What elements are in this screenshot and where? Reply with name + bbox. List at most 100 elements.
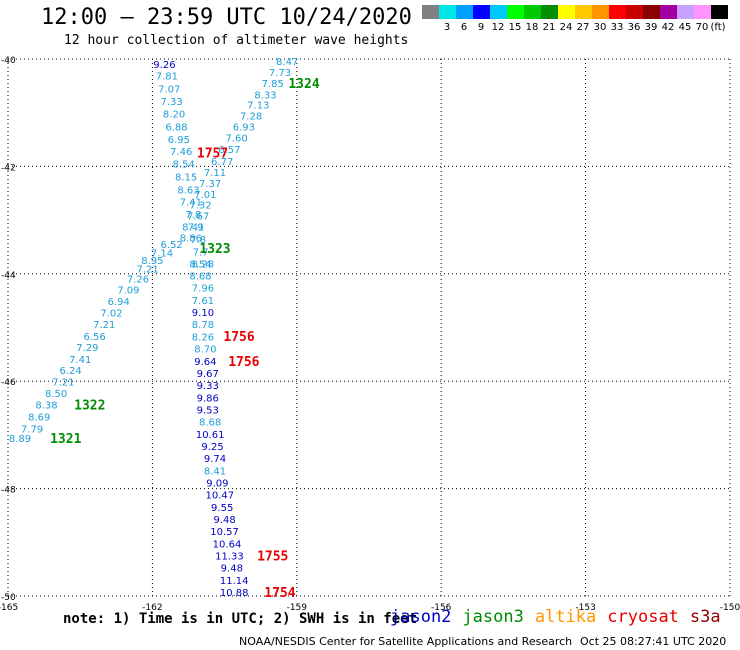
- scale-label: 42: [661, 22, 675, 33]
- wave-height-value: 7.21: [93, 320, 115, 331]
- wave-height-value: 7.29: [76, 343, 98, 354]
- wave-height-value: 9.10: [192, 308, 214, 319]
- scale-label: 36: [627, 22, 641, 33]
- pass-time-label: 1321: [50, 432, 81, 447]
- wave-height-value: 7.02: [100, 308, 122, 319]
- scale-label: 70: [695, 22, 709, 33]
- timestamp: Oct 25 08:27:41 UTC 2020: [580, 635, 727, 648]
- wave-height-value: 7.9: [188, 222, 204, 233]
- wave-height-value: 9.09: [206, 479, 228, 490]
- wave-height-value: 11.14: [220, 576, 249, 587]
- scale-label: 30: [593, 22, 607, 33]
- longitude-label: -162: [142, 603, 162, 613]
- latitude-label: -50: [1, 593, 16, 603]
- scale-swatch: [660, 5, 677, 19]
- scale-swatch: [558, 5, 575, 19]
- wave-height-value: 9.67: [197, 369, 219, 380]
- scale-swatch: [626, 5, 643, 19]
- wave-height-value: 8.78: [192, 320, 214, 331]
- scale-label: 33: [610, 22, 624, 33]
- pass-time-label: 1755: [257, 550, 288, 565]
- wave-height-value: 7.8: [185, 210, 201, 221]
- wave-height-value: 6.56: [84, 332, 106, 343]
- wave-height-value: 8.38: [35, 401, 57, 412]
- wave-height-value: 8.54: [189, 259, 211, 270]
- observation-layer: 8.477.737.858.337.137.286.937.606.576.77…: [9, 57, 298, 599]
- wave-height-value: 6.52: [161, 240, 183, 251]
- satellite-legend: jason2 jason3 altika cryosat s3a: [390, 607, 732, 627]
- latitude-label: -42: [1, 163, 16, 173]
- wave-height-value: 10.61: [196, 430, 225, 441]
- legend-item: s3a: [689, 607, 721, 627]
- wave-height-value: 8.54: [173, 159, 195, 170]
- pass-time-layer: 1324 1757 1323 1756 1756 1322 1321 1755 1754: [50, 77, 320, 601]
- wave-height-value: 9.53: [197, 405, 219, 416]
- wave-height-value: 7.61: [192, 296, 214, 307]
- scale-swatch: [694, 5, 711, 19]
- wave-height-value: 10.57: [210, 527, 239, 538]
- wave-height-value: 7.81: [156, 72, 178, 83]
- map-grid: [7, 58, 731, 597]
- scale-label: 21: [542, 22, 556, 33]
- wave-height-value: 8.95: [141, 256, 163, 267]
- wave-height-value: 7.26: [127, 275, 149, 286]
- wave-height-value: 7.96: [192, 284, 214, 295]
- wave-height-value: 7.21: [52, 378, 74, 389]
- wave-height-value: 9.48: [213, 515, 235, 526]
- wave-height-value: 8.26: [192, 332, 214, 343]
- wave-height-value: 7.41: [69, 355, 91, 366]
- wave-height-value: 8.70: [194, 345, 216, 356]
- scale-unit: (ft): [710, 22, 726, 33]
- wave-height-value: 8.28: [192, 259, 214, 270]
- scale-swatch: [507, 5, 524, 19]
- legend-item: cryosat: [607, 607, 679, 627]
- longitude-label: -159: [287, 603, 308, 613]
- wave-height-value: 10.64: [213, 539, 242, 550]
- wave-height-value: 8.41: [182, 222, 204, 233]
- wave-height-value: 7.46: [170, 147, 192, 158]
- wave-height-value: 9.33: [197, 381, 219, 392]
- scale-label: 12: [491, 22, 505, 33]
- credit-line: NOAA/NESDIS Center for Satellite Applica…: [239, 635, 573, 648]
- pass-time-label: 1322: [74, 399, 105, 414]
- wave-height-value: 6.57: [218, 145, 240, 156]
- wave-height-value: 7.37: [199, 179, 221, 190]
- scale-label: 9: [477, 22, 485, 33]
- wave-height-value: 8.20: [163, 109, 185, 120]
- wave-height-value: 9.74: [204, 454, 226, 465]
- scale-label: 27: [576, 22, 590, 33]
- scale-label: 45: [678, 22, 692, 33]
- wave-height-value: 10.88: [220, 588, 249, 599]
- wave-height-value: 7.09: [117, 285, 139, 296]
- wave-height-value: 9.86: [197, 393, 219, 404]
- wave-height-value: 7.41: [180, 198, 202, 209]
- pass-time-label: 1323: [199, 242, 230, 257]
- latitude-label: -46: [1, 378, 16, 388]
- scale-swatch: [609, 5, 626, 19]
- wave-height-value: 7.85: [262, 79, 284, 90]
- wave-height-value: 7.13: [247, 101, 269, 112]
- wave-height-value: 7.33: [161, 97, 183, 108]
- scale-swatch: [490, 5, 507, 19]
- wave-height-value: 7.79: [21, 425, 43, 436]
- latitude-label: -40: [1, 56, 16, 66]
- scale-label: 18: [525, 22, 539, 33]
- footer-note: note: 1) Time is in UTC; 2) SWH is in fe…: [63, 611, 418, 627]
- wave-height-value: 7.32: [189, 201, 211, 212]
- longitude-labels: -165 -162 -159 -156 -153 -150: [0, 603, 740, 613]
- pass-time-label: 1754: [264, 586, 295, 601]
- scale-label: 39: [644, 22, 658, 33]
- wave-height-value: 7.14: [151, 248, 173, 259]
- wave-height-value: 7.8: [190, 235, 206, 246]
- wave-height-value: 6.93: [233, 122, 255, 133]
- wave-height-value: 8.50: [45, 389, 67, 400]
- legend-item: jason2: [390, 607, 452, 627]
- scale-swatch: [677, 5, 694, 19]
- scale-swatch: [643, 5, 660, 19]
- pass-time-label: 1324: [288, 77, 319, 92]
- legend-item: altika: [534, 607, 597, 627]
- scale-swatch: [439, 5, 456, 19]
- wave-height-value: 9.25: [201, 442, 223, 453]
- scale-swatch: [456, 5, 473, 19]
